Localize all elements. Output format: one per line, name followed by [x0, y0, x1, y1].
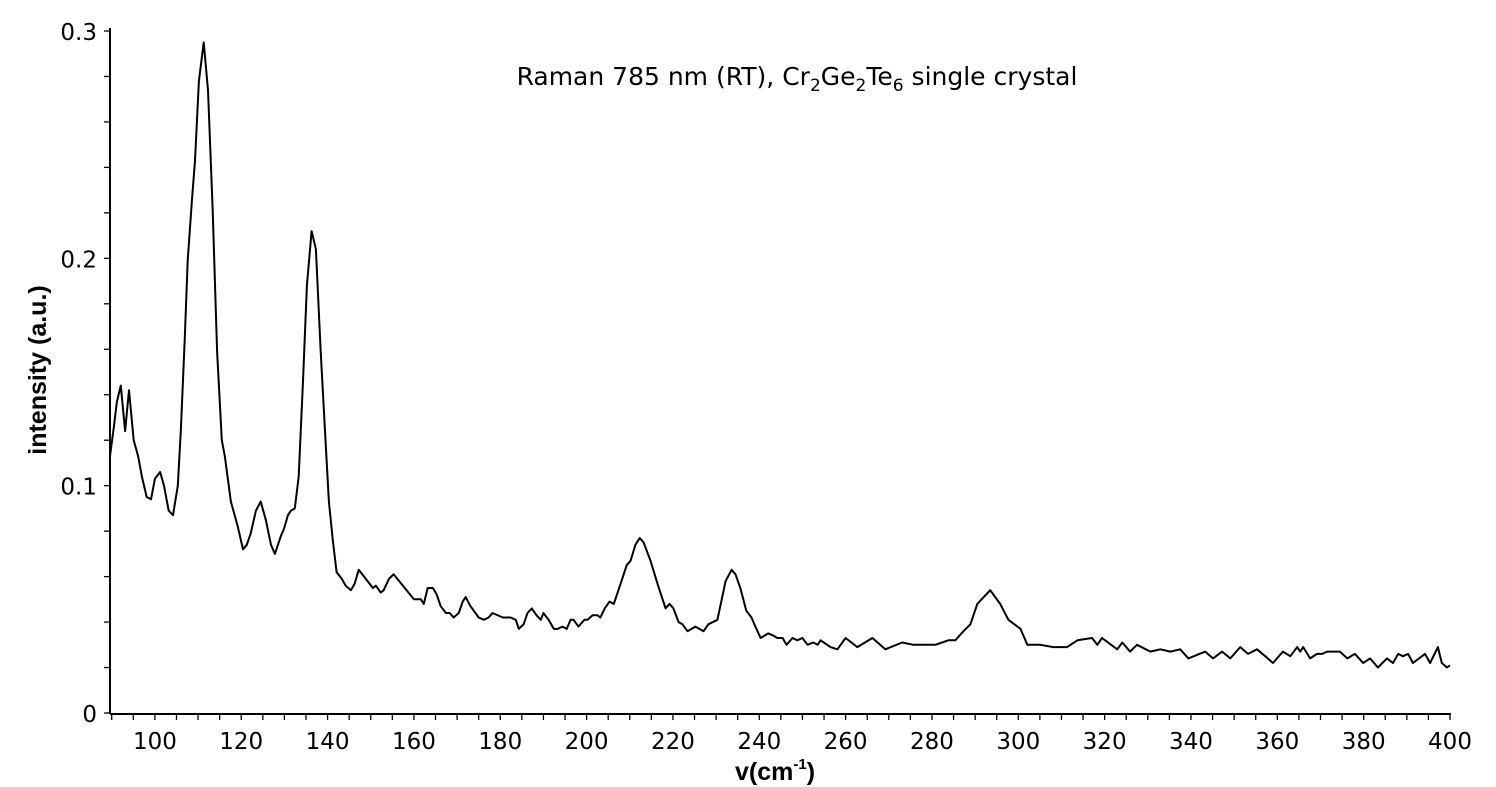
- y-axis-label: intensity (a.u.): [24, 285, 52, 454]
- x-tick-label: 140: [306, 729, 350, 755]
- spectrum-line: [109, 41, 1451, 669]
- title-subscript: 2: [856, 76, 867, 96]
- title-subscript: 6: [893, 76, 904, 96]
- x-tick-label: 100: [133, 729, 177, 755]
- x-tick-label: 340: [1169, 729, 1213, 755]
- title-text: Te: [865, 62, 892, 91]
- x-tick-label: 160: [392, 729, 436, 755]
- y-tick-label: 0.1: [60, 475, 97, 501]
- x-tick-label: 380: [1342, 729, 1386, 755]
- axes: [109, 28, 1451, 715]
- x-tick-label: 240: [737, 729, 781, 755]
- x-axis-label: v(cm-1): [735, 756, 815, 786]
- title-text: Raman 785 nm (RT), Cr: [517, 62, 811, 91]
- x-tick-label: 360: [1255, 729, 1299, 755]
- x-tick-label: 120: [219, 729, 263, 755]
- x-tick-label: 200: [565, 729, 609, 755]
- x-tick-label: 320: [1083, 729, 1127, 755]
- title-subscript: 2: [810, 76, 821, 96]
- y-tick-label: 0: [82, 702, 97, 728]
- ticks: 100 120 140 160 180 200 220 240 260 280 300 320 340 3…: [60, 20, 1472, 755]
- chart-title: Raman 785 nm (RT), Cr2Ge2Te6 single crys…: [517, 62, 1078, 96]
- x-tick-label: 300: [996, 729, 1040, 755]
- x-tick-label: 260: [824, 729, 868, 755]
- x-tick-label: 280: [910, 729, 954, 755]
- y-tick-label: 0.2: [60, 247, 97, 273]
- title-text: single crystal: [904, 62, 1078, 91]
- x-tick-label: 220: [651, 729, 695, 755]
- y-tick-label: 0.3: [60, 20, 97, 46]
- x-tick-label: 400: [1428, 729, 1472, 755]
- x-tick-label: 180: [478, 729, 522, 755]
- title-text: Ge: [821, 62, 856, 91]
